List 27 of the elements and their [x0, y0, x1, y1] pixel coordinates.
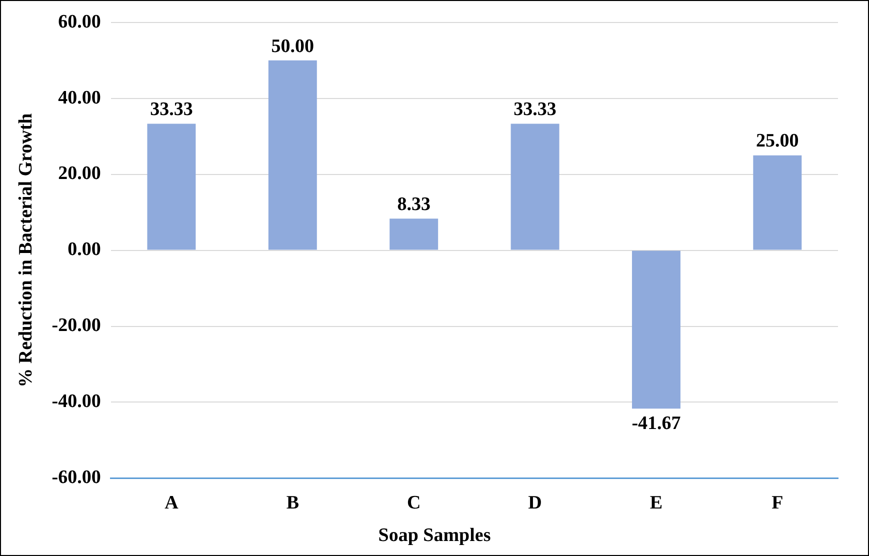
x-axis-title: Soap Samples: [377, 525, 492, 547]
y-tick-label: 60.00: [58, 11, 101, 32]
y-tick-label: 40.00: [58, 87, 101, 108]
y-tick-label: -60.00: [52, 467, 101, 488]
y-tick-label: 0.00: [68, 239, 101, 260]
bar: [390, 218, 438, 250]
x-tick-label: B: [286, 492, 300, 514]
y-tick-label: -40.00: [52, 391, 101, 412]
bar: [632, 250, 680, 409]
x-tick-label: D: [528, 492, 542, 514]
data-label: -41.67: [632, 412, 682, 434]
x-tick-label: E: [650, 492, 663, 514]
bar: [147, 124, 196, 250]
bar: [268, 60, 317, 250]
data-label: 33.33: [150, 99, 193, 120]
bar: [753, 155, 802, 250]
y-tick-label: 20.00: [58, 163, 101, 184]
data-label: 33.33: [514, 99, 556, 120]
y-axis-title: % Reduction in Bacterial Growth: [15, 112, 36, 388]
bar: [510, 124, 560, 250]
x-tick-label: A: [164, 492, 179, 514]
x-tick-label: C: [406, 492, 421, 514]
y-tick-label: -20.00: [52, 315, 101, 336]
data-label: 50.00: [271, 36, 314, 57]
x-tick-label: F: [772, 492, 784, 514]
data-label: 8.33: [397, 194, 430, 216]
data-label: 25.00: [756, 130, 799, 152]
